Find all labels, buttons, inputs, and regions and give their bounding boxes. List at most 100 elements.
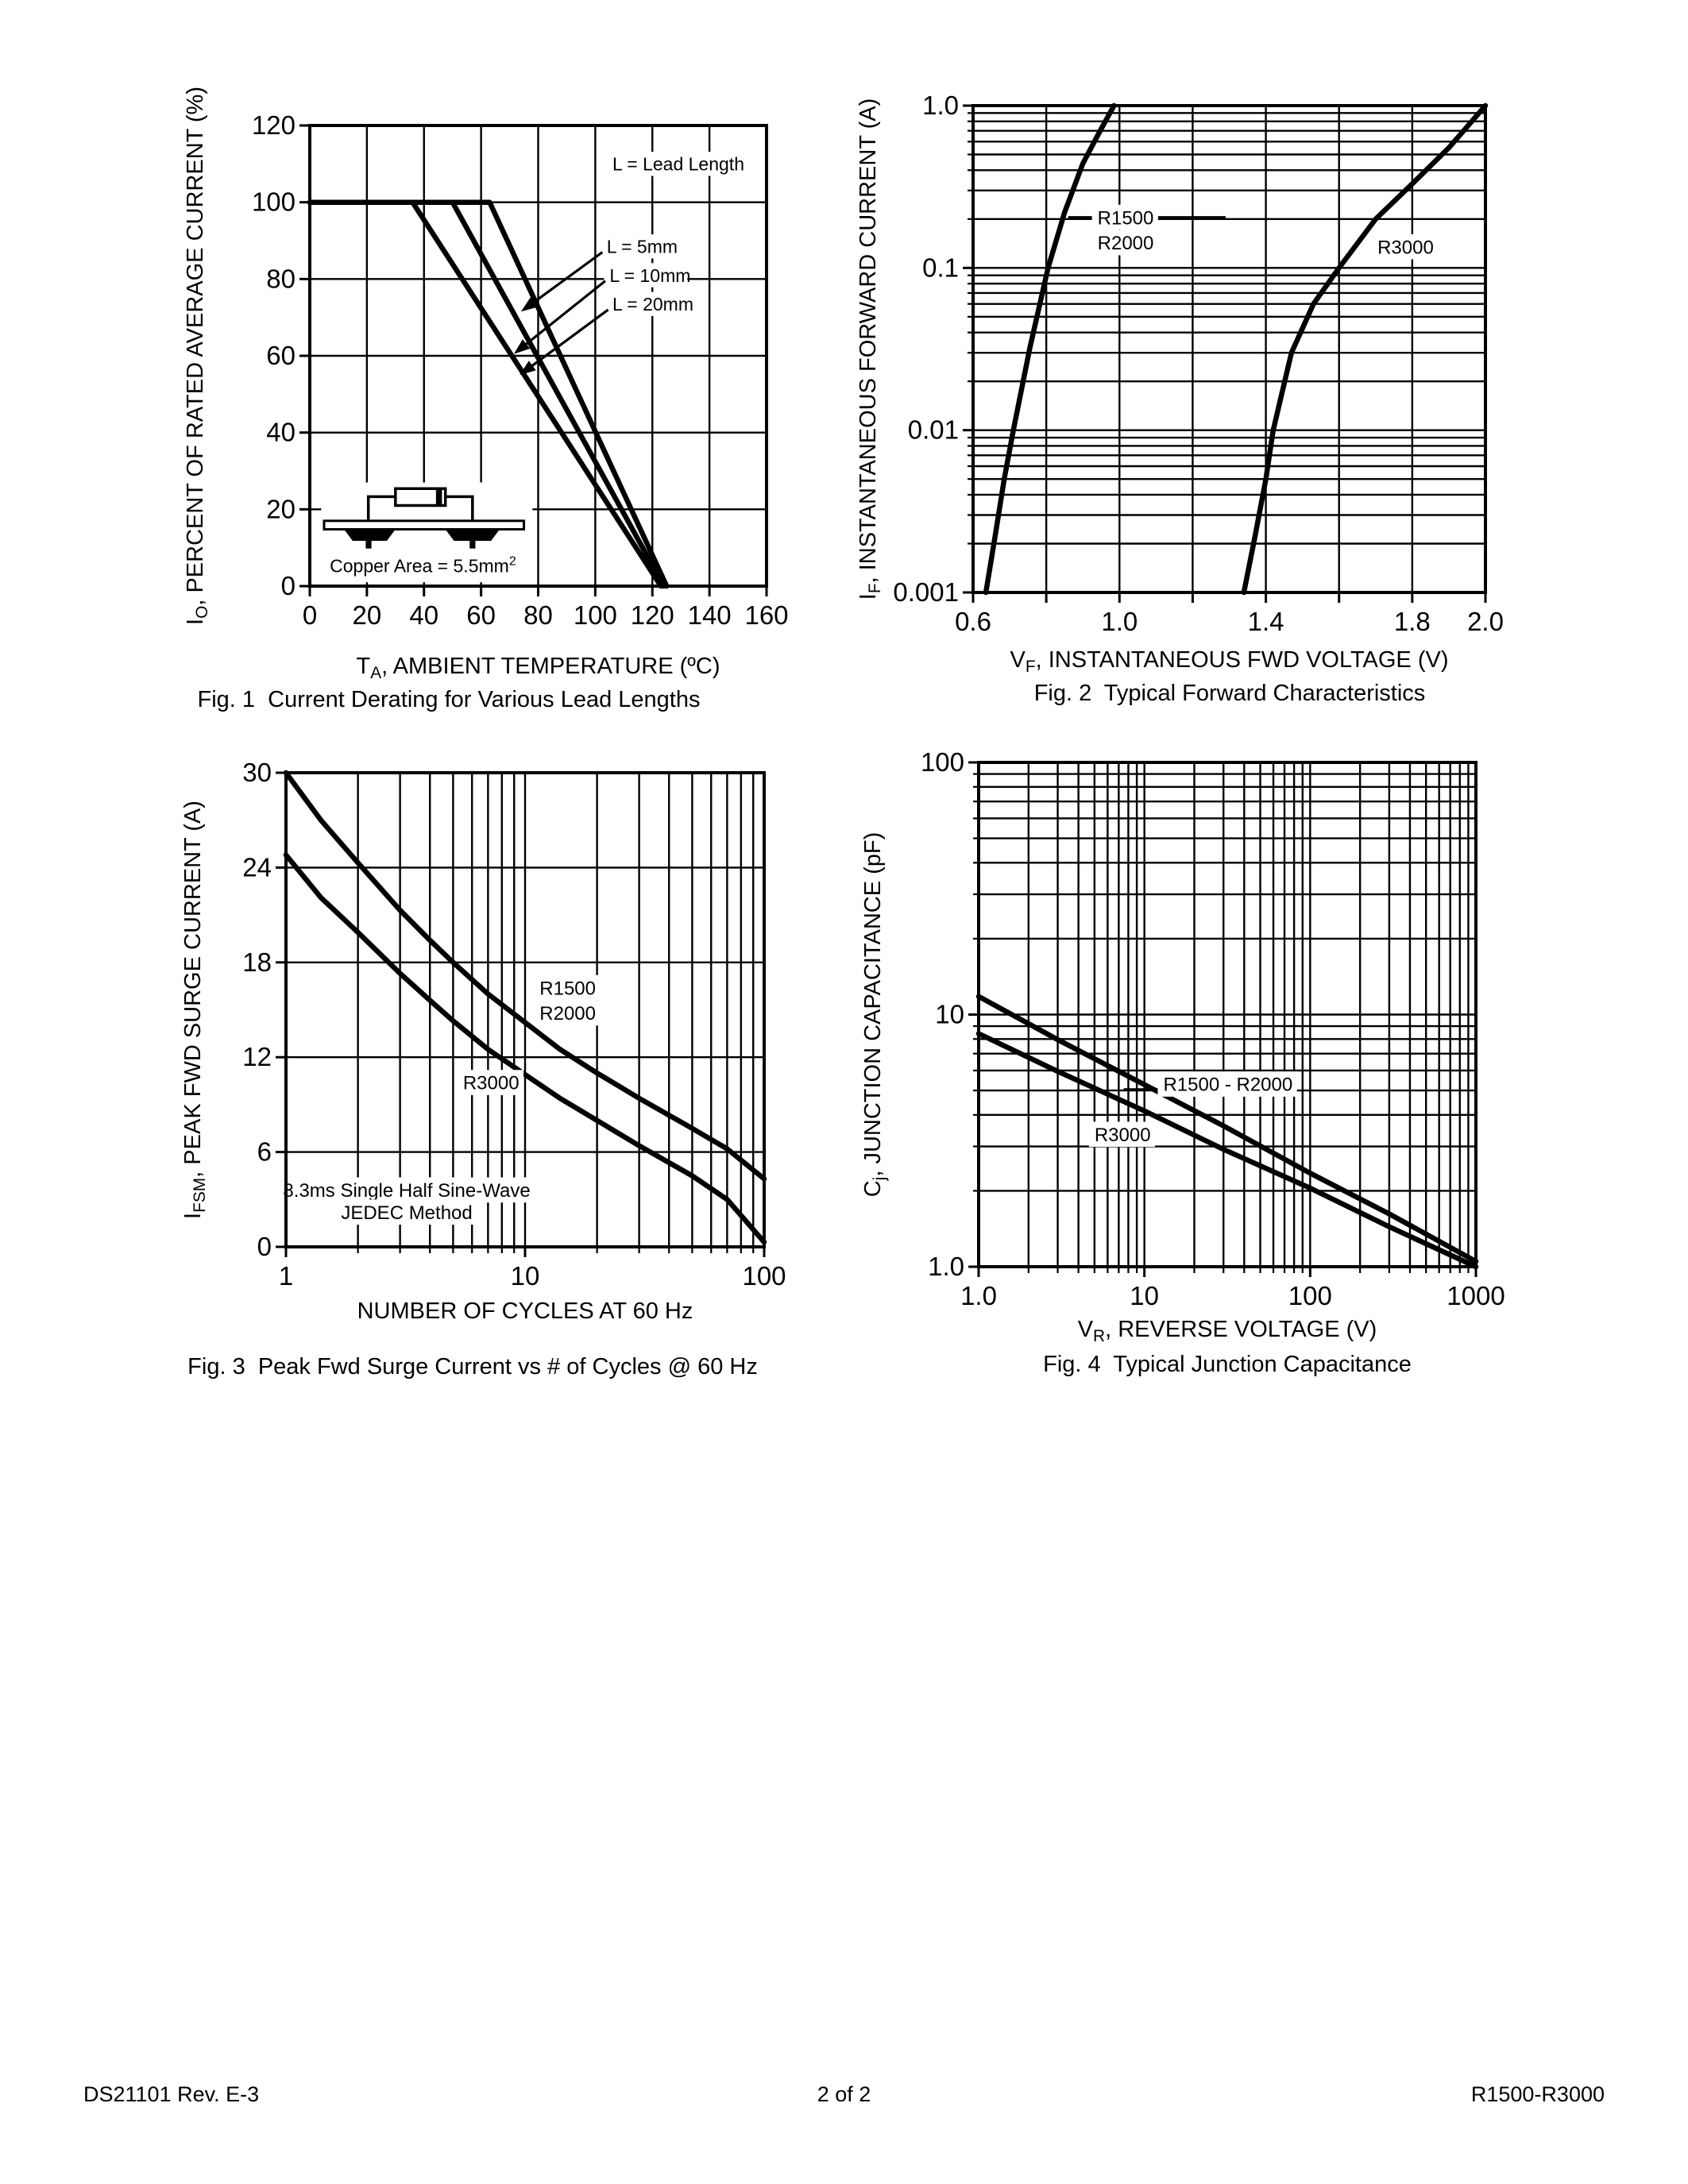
fig1-current-derating-chart: Copper Area = 5.5mm2 L = Lead Length L = 5… (79, 46, 834, 737)
tick-labels: 0 20 40 60 80 100 120 140 160 0 20 40 60 80 100 120 (252, 110, 789, 630)
y-tick-label: 6 (257, 1137, 272, 1167)
diode-body (394, 487, 447, 507)
y-tick-label: 40 (266, 418, 295, 447)
legend-arrow (530, 251, 604, 306)
series-label: L = 5mm (607, 237, 678, 257)
x-tick-label: 160 (744, 600, 788, 630)
series-label: R1500 (1098, 207, 1154, 229)
curve-l-20mm (307, 199, 664, 589)
pcb-mount-inset-diagram: Copper Area = 5.5mm2 (321, 482, 533, 583)
x-tick-label: 80 (523, 600, 553, 630)
figure-caption: Fig. 1 Current Derating for Various Lead… (198, 687, 701, 712)
y-tick-label: 10 (935, 1000, 964, 1029)
x-tick-label: 10 (511, 1261, 540, 1291)
fig3-surge-current-chart: R1500 R2000 R3000 8.3ms Single Half Sine-Wa… (79, 711, 834, 1426)
series-label: R3000 (1095, 1125, 1151, 1146)
lead-wire (443, 495, 474, 521)
fig4-svg: R1500 - R2000 R3000 1.0 10 100 1000 1.0 10 100 VR… (860, 747, 1505, 1377)
x-tick-label: 100 (1288, 1281, 1332, 1310)
x-tick-label: 10 (1130, 1281, 1159, 1310)
curve-r3000 (975, 1031, 1479, 1270)
x-tick-label: 0 (303, 600, 317, 630)
curve-r3000 (1241, 102, 1489, 596)
series-labels: R1500 - R2000 R3000 (1088, 1071, 1297, 1148)
inset-note: Copper Area = 5.5mm2 (330, 555, 516, 577)
series-labels: L = Lead Length L = 5mm L = 10mm L = 20mm (601, 152, 755, 316)
y-tick-label: 1.0 (922, 91, 959, 120)
x-tick-label: 1000 (1447, 1281, 1505, 1310)
x-tick-label: 0.6 (955, 607, 991, 636)
x-tick-label: 1.4 (1248, 607, 1284, 636)
fig1-svg: Copper Area = 5.5mm2 L = Lead Length L = 5… (183, 87, 789, 712)
series-labels: R1500 R2000 R3000 (1091, 204, 1439, 260)
y-tick-label: 80 (266, 264, 295, 293)
gridlines (973, 106, 1485, 592)
x-axis-title: VR, REVERSE VOLTAGE (V) (1078, 1317, 1377, 1345)
x-tick-label: 100 (574, 600, 617, 630)
x-tick-label: 40 (409, 600, 438, 630)
fig2-svg: R1500 R2000 R3000 0.6 1.0 1.4 1.8 2.0 1.0 0.1 0.01… (856, 91, 1504, 706)
legend-arrow (529, 308, 609, 369)
pcb-board (323, 519, 526, 531)
tick-labels: 1 10 100 0 6 12 18 24 30 (242, 758, 786, 1291)
series-label: R1500 (539, 978, 596, 999)
series-label: JEDEC Method (341, 1202, 472, 1224)
tick-marks (299, 124, 768, 596)
series-label: R2000 (1098, 233, 1154, 254)
y-tick-label: 100 (921, 747, 964, 777)
series-labels: R1500 R2000 R3000 8.3ms Single Half Sine-Wa… (274, 974, 601, 1225)
figure-caption: Fig. 2 Typical Forward Characteristics (1034, 681, 1426, 706)
series-label: L = Lead Length (612, 154, 744, 175)
figure-caption: Fig. 4 Typical Junction Capacitance (1043, 1352, 1412, 1377)
x-tick-label: 1.8 (1394, 607, 1431, 636)
y-tick-label: 24 (242, 852, 272, 882)
y-axis-title: IO, PERCENT OF RATED AVERAGE CURRENT (%) (183, 87, 211, 625)
figure-caption: Fig. 3 Peak Fwd Surge Current vs # of Cy… (187, 1354, 758, 1379)
legend-arrow (523, 280, 606, 347)
gridlines (979, 762, 1476, 1267)
series-label: 8.3ms Single Half Sine-Wave (283, 1180, 530, 1202)
y-tick-label: 1.0 (928, 1252, 964, 1281)
series-label: R2000 (539, 1003, 596, 1024)
plot-border (971, 104, 1487, 594)
y-tick-label: 20 (266, 494, 295, 523)
y-tick-label: 12 (242, 1042, 272, 1071)
y-tick-label: 18 (242, 947, 272, 977)
x-tick-label: 1.0 (1101, 607, 1138, 636)
series-label: R3000 (463, 1073, 520, 1094)
x-tick-label: 120 (631, 600, 674, 630)
x-tick-label: 1.0 (960, 1281, 997, 1310)
y-tick-label: 30 (242, 758, 272, 787)
curve-r1500-r2000 (283, 770, 767, 1182)
y-tick-label: 0.1 (922, 253, 959, 282)
curve-r1500-r2000 (975, 994, 1479, 1264)
lead-wire (366, 495, 397, 521)
footer-page-number: 2 of 2 (817, 2082, 871, 2106)
y-tick-label: 0 (257, 1232, 272, 1261)
footer-part-range: R1500-R3000 (1470, 2082, 1605, 2106)
x-axis-title: NUMBER OF CYCLES AT 60 Hz (357, 1298, 693, 1324)
solder-pad (344, 529, 396, 541)
curve-r3000 (283, 852, 767, 1245)
series-label: L = 10mm (609, 265, 690, 286)
tick-marks (968, 761, 1477, 1277)
y-tick-label: 0.01 (908, 415, 959, 445)
curves (983, 102, 1489, 596)
tick-labels: 0.6 1.0 1.4 1.8 2.0 1.0 0.1 0.01 0.001 (893, 91, 1504, 636)
y-tick-label: 0 (281, 571, 295, 600)
y-axis-title: IF, INSTANTANEOUS FORWARD CURRENT (A) (856, 98, 884, 600)
fig3-svg: R1500 R2000 R3000 8.3ms Single Half Sine-Wa… (180, 758, 786, 1379)
series-label: R1500 - R2000 (1163, 1075, 1292, 1096)
curves (975, 994, 1479, 1270)
y-axis-title: Cj, JUNCTION CAPACITANCE (pF) (860, 832, 889, 1198)
tick-marks (963, 104, 1487, 603)
diode-band (435, 488, 442, 506)
curves (283, 770, 767, 1245)
curve-r1500-r2000 (983, 102, 1117, 596)
x-tick-label: 2.0 (1467, 607, 1504, 636)
x-tick-label: 20 (353, 600, 382, 630)
tick-marks (276, 771, 766, 1257)
y-tick-label: 100 (252, 187, 295, 217)
x-tick-label: 1 (279, 1261, 293, 1291)
